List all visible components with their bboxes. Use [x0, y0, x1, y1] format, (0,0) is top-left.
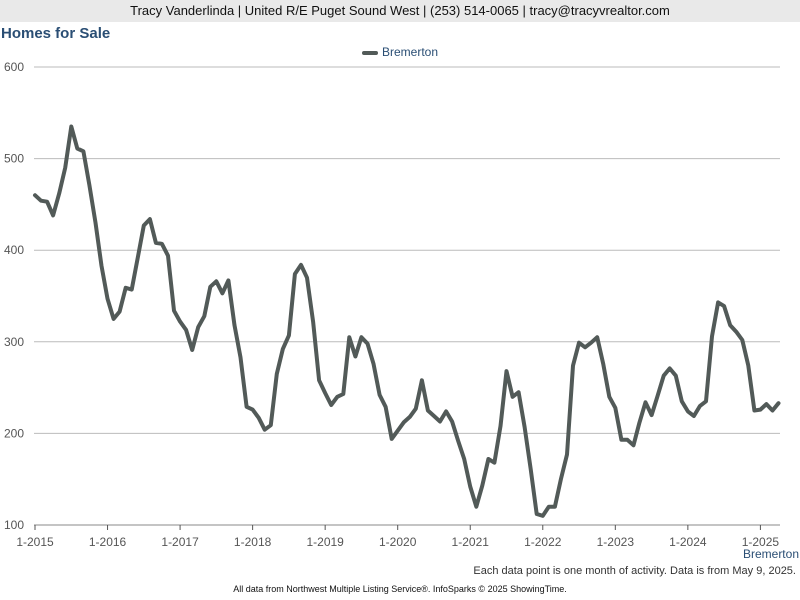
data-note: Each data point is one month of activity…	[473, 565, 796, 577]
x-tick-label: 1-2017	[161, 535, 199, 549]
agent-contact-bar: Tracy Vanderlinda | United R/E Puget Sou…	[0, 0, 800, 22]
y-tick-label: 600	[4, 60, 24, 74]
y-tick-label: 200	[4, 426, 24, 440]
series-line-bremerton	[33, 124, 781, 518]
legend-label-bremerton[interactable]: Bremerton	[381, 45, 439, 59]
chart-legend: Bremerton	[0, 45, 800, 59]
y-tick-label: 500	[4, 152, 24, 166]
x-tick-label: 1-2021	[452, 535, 490, 549]
x-tick-label: 1-2020	[379, 535, 417, 549]
y-tick-label: 100	[4, 518, 24, 532]
chart-title: Homes for Sale	[1, 25, 111, 42]
agent-contact-text: Tracy Vanderlinda | United R/E Puget Sou…	[130, 3, 670, 18]
footer-credits: All data from Northwest Multiple Listing…	[233, 584, 567, 594]
y-tick-label: 300	[4, 335, 24, 349]
x-tick-label: 1-2023	[597, 535, 635, 549]
series-corner-label: Bremerton	[742, 547, 799, 561]
y-tick-label: 400	[4, 243, 24, 257]
legend-swatch	[361, 50, 378, 55]
x-tick-label: 1-2024	[669, 535, 707, 549]
x-tick-label: 1-2025	[742, 535, 780, 549]
x-tick-label: 1-2015	[16, 535, 54, 549]
x-tick-label: 1-2018	[234, 535, 272, 549]
x-tick-label: 1-2022	[524, 535, 562, 549]
x-tick-label: 1-2019	[306, 535, 344, 549]
x-tick-label: 1-2016	[89, 535, 127, 549]
